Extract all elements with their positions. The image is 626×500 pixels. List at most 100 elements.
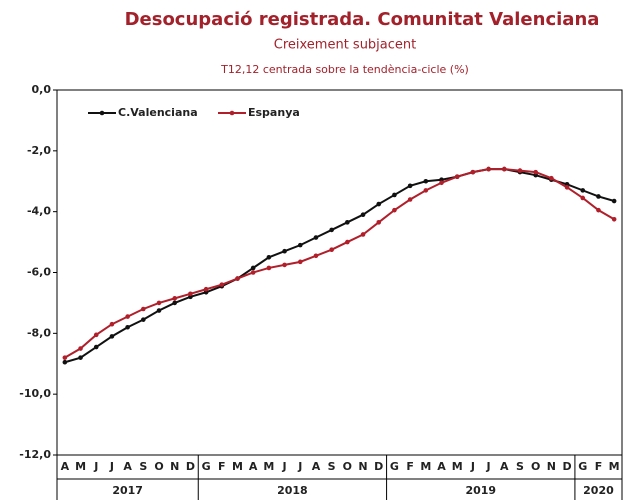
x-tick-label: D <box>562 460 571 473</box>
series-marker <box>172 300 178 306</box>
series-marker <box>250 270 256 275</box>
x-tick-label: M <box>452 460 463 473</box>
x-tick-label: J <box>93 460 98 473</box>
x-tick-label: G <box>202 460 211 473</box>
x-tick-label: O <box>531 460 540 473</box>
series-marker <box>611 216 617 222</box>
series-marker <box>266 254 272 260</box>
series-marker <box>392 192 397 198</box>
year-label: 2018 <box>277 484 308 497</box>
series-marker <box>360 212 366 218</box>
series-marker <box>172 296 178 301</box>
series-marker <box>501 166 507 172</box>
series-marker <box>282 248 287 254</box>
series-marker <box>392 207 397 213</box>
series-marker <box>486 166 491 172</box>
series-marker <box>564 185 570 190</box>
series-marker <box>141 306 146 312</box>
x-tick-label: O <box>154 460 163 473</box>
legend-marker <box>99 110 105 116</box>
series-marker <box>549 175 554 181</box>
x-tick-label: J <box>470 460 475 473</box>
series-marker <box>219 282 225 287</box>
series-marker <box>125 314 130 319</box>
x-tick-label: F <box>406 460 414 473</box>
series-marker <box>188 291 193 297</box>
y-tick-label: -2,0 <box>27 144 51 157</box>
x-tick-label: G <box>578 460 587 473</box>
plot-frame <box>56 89 623 456</box>
series-marker <box>360 232 366 237</box>
series-marker <box>470 169 476 175</box>
x-tick-label: A <box>312 460 321 473</box>
series-marker <box>156 308 162 313</box>
series-marker <box>125 324 130 330</box>
series-marker <box>235 276 240 281</box>
chart-note: T12,12 centrada sobre la tendència-cicle… <box>220 63 469 76</box>
x-tick-label: J <box>486 460 491 473</box>
chart-subtitle: Creixement subjacent <box>274 38 417 53</box>
series-marker <box>329 247 334 252</box>
series-line <box>64 168 615 359</box>
series-marker <box>376 201 382 207</box>
y-tick-label: -6,0 <box>27 266 51 279</box>
series-marker <box>141 317 146 322</box>
x-tick-label: N <box>358 460 367 473</box>
series-marker <box>62 355 68 360</box>
series-marker <box>376 220 382 225</box>
legend-label: Espanya <box>248 106 300 119</box>
series-marker <box>203 286 209 292</box>
x-tick-label: J <box>297 460 302 473</box>
series-marker <box>93 332 99 338</box>
chart-title: Desocupació registrada. Comunitat Valenc… <box>125 9 600 30</box>
series-marker <box>282 262 287 268</box>
x-tick-label: D <box>186 460 195 473</box>
x-tick-label: M <box>75 460 86 473</box>
series-marker <box>297 242 303 248</box>
series-marker <box>62 359 68 365</box>
x-tick-label: A <box>500 460 509 473</box>
x-tick-label: D <box>374 460 383 473</box>
x-tick-label: A <box>123 460 132 473</box>
year-label: 2019 <box>465 484 496 497</box>
year-label: 2017 <box>112 484 143 497</box>
series-marker <box>313 253 319 259</box>
series-marker <box>78 346 83 351</box>
series-marker <box>611 198 617 204</box>
series-marker <box>93 344 99 350</box>
series-marker <box>313 235 319 240</box>
series-marker <box>329 227 334 233</box>
x-tick-label: M <box>609 460 620 473</box>
series-marker <box>533 169 538 175</box>
series-marker <box>596 194 601 199</box>
series-marker <box>345 239 350 245</box>
x-tick-label: N <box>170 460 179 473</box>
series-line <box>64 168 615 364</box>
legend-marker <box>229 110 235 116</box>
x-tick-label: M <box>232 460 243 473</box>
x-tick-label: F <box>595 460 603 473</box>
x-tick-label: G <box>390 460 399 473</box>
series-marker <box>454 174 460 179</box>
x-tick-label: A <box>437 460 446 473</box>
x-tick-label: M <box>420 460 431 473</box>
series-marker <box>517 168 523 173</box>
year-label: 2020 <box>583 484 614 497</box>
y-tick-label: -8,0 <box>27 326 51 339</box>
x-tick-label: F <box>218 460 226 473</box>
series-marker <box>407 183 413 189</box>
series-marker <box>345 220 350 225</box>
x-tick-label: S <box>328 460 336 473</box>
x-tick-label: J <box>282 460 287 473</box>
x-tick-label: S <box>516 460 524 473</box>
series-marker <box>580 188 586 193</box>
series-marker <box>250 265 256 271</box>
x-tick-label: A <box>249 460 258 473</box>
x-tick-label: A <box>61 460 70 473</box>
y-tick-label: -12,0 <box>19 448 51 461</box>
series-marker <box>596 207 601 213</box>
legend-label: C.Valenciana <box>118 106 198 119</box>
series-marker <box>423 188 429 193</box>
series-marker <box>580 195 586 201</box>
